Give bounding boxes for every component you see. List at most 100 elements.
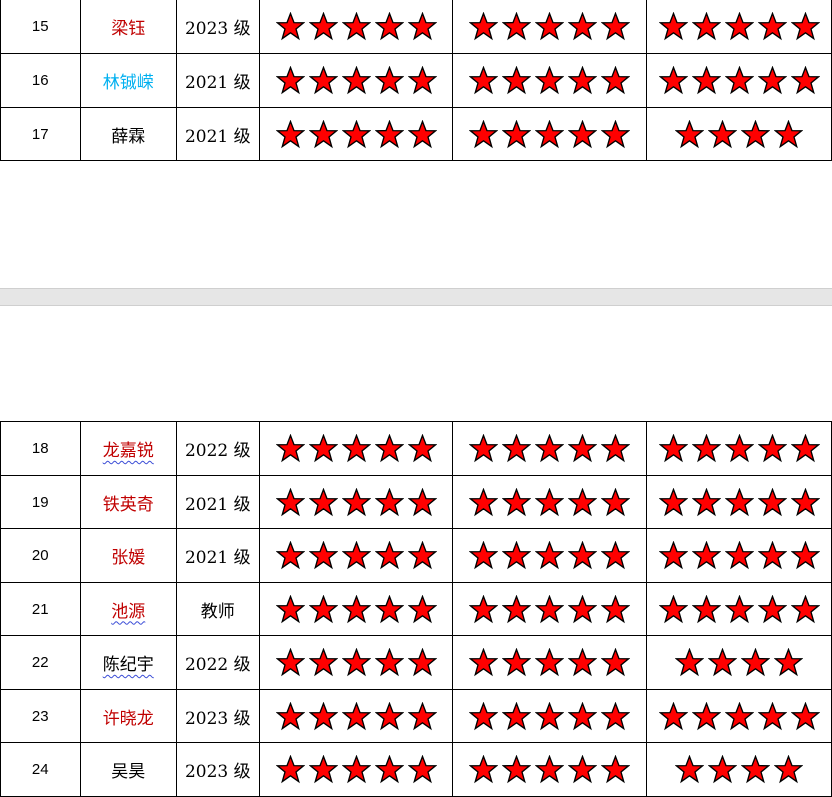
rating-table-page-1: 15 梁钰 2023 级 16 林铖嵘 2021 级 17 薛霖 2021 级 [0, 0, 832, 161]
star-rating-cell [646, 53, 832, 108]
row-number: 16 [0, 53, 81, 108]
star-icon [691, 434, 721, 463]
star-icon [407, 541, 437, 570]
star-icon [568, 12, 598, 41]
grade-cell: 2022 级 [175, 635, 260, 690]
star-rating [275, 648, 437, 677]
star-rating-cell [258, 528, 454, 583]
table-row: 22 陈纪宇 2022 级 [0, 635, 832, 690]
star-rating [275, 755, 437, 784]
star-icon [724, 66, 754, 95]
name-cell: 铁英奇 [79, 475, 177, 529]
person-name: 薛霖 [111, 126, 146, 147]
person-name: 陈纪宇 [102, 655, 154, 675]
star-rating [658, 701, 820, 731]
star-icon [601, 119, 631, 148]
star-icon [502, 66, 532, 95]
star-rating-cell [452, 582, 648, 636]
star-icon [535, 648, 565, 677]
row-number: 20 [0, 528, 81, 583]
star-icon [568, 487, 598, 516]
star-rating-cell [258, 635, 454, 690]
star-rating [275, 12, 437, 41]
star-icon [774, 755, 804, 784]
star-rating-cell [258, 107, 454, 161]
person-name: 许晓龙 [102, 708, 154, 729]
table-row: 23 许晓龙 2023 级 [0, 689, 832, 743]
star-icon [790, 701, 820, 730]
star-icon [374, 755, 404, 784]
star-icon [275, 701, 305, 730]
person-name: 龙嘉锐 [102, 441, 154, 461]
star-icon [469, 755, 499, 784]
star-rating-cell [258, 421, 454, 476]
star-icon [535, 12, 565, 41]
star-icon [407, 648, 437, 677]
star-rating [469, 66, 631, 95]
name-cell: 薛霖 [79, 107, 177, 161]
star-icon [374, 12, 404, 41]
star-icon [774, 648, 804, 677]
star-icon [774, 119, 804, 148]
star-icon [741, 119, 771, 148]
star-icon [568, 701, 598, 730]
grade-cell: 2021 级 [175, 53, 260, 108]
star-icon [691, 541, 721, 570]
star-icon [757, 12, 787, 41]
star-icon [341, 434, 371, 463]
star-rating-cell [258, 582, 454, 636]
star-icon [568, 119, 598, 148]
star-rating-cell [452, 528, 648, 583]
star-icon [757, 434, 787, 463]
star-icon [601, 755, 631, 784]
star-rating [275, 119, 437, 149]
star-rating [469, 755, 631, 784]
star-icon [275, 434, 305, 463]
star-icon [341, 119, 371, 148]
star-icon [658, 541, 688, 570]
star-icon [675, 648, 705, 677]
star-rating [675, 755, 804, 784]
star-icon [275, 594, 305, 623]
row-number: 22 [0, 635, 81, 690]
star-icon [601, 701, 631, 730]
star-icon [691, 12, 721, 41]
star-icon [601, 12, 631, 41]
star-icon [407, 434, 437, 463]
star-icon [407, 594, 437, 623]
star-icon [790, 541, 820, 570]
star-rating [469, 12, 631, 41]
star-icon [691, 66, 721, 95]
star-icon [535, 66, 565, 95]
star-icon [341, 701, 371, 730]
star-icon [691, 701, 721, 730]
star-icon [374, 66, 404, 95]
table-row: 20 张媛 2021 级 [0, 528, 832, 583]
star-icon [308, 594, 338, 623]
grade-cell: 2023 级 [175, 742, 260, 797]
star-icon [308, 755, 338, 784]
grade-cell: 2021 级 [175, 107, 260, 161]
grade-cell: 2022 级 [175, 421, 260, 476]
star-icon [724, 541, 754, 570]
grade-cell: 2023 级 [175, 0, 260, 54]
star-icon [341, 541, 371, 570]
star-rating-cell [646, 475, 832, 529]
star-rating-cell [452, 475, 648, 529]
name-cell: 陈纪宇 [79, 635, 177, 690]
star-icon [675, 755, 705, 784]
row-number: 24 [0, 742, 81, 797]
star-rating [469, 594, 631, 624]
star-icon [568, 648, 598, 677]
star-icon [658, 12, 688, 41]
star-icon [502, 119, 532, 148]
star-icon [691, 487, 721, 516]
star-icon [469, 119, 499, 148]
star-icon [724, 701, 754, 730]
row-number: 15 [0, 0, 81, 54]
star-rating [658, 594, 820, 624]
star-icon [568, 434, 598, 463]
table-row: 16 林铖嵘 2021 级 [0, 53, 832, 108]
star-icon [601, 66, 631, 95]
star-rating-cell [646, 528, 832, 583]
